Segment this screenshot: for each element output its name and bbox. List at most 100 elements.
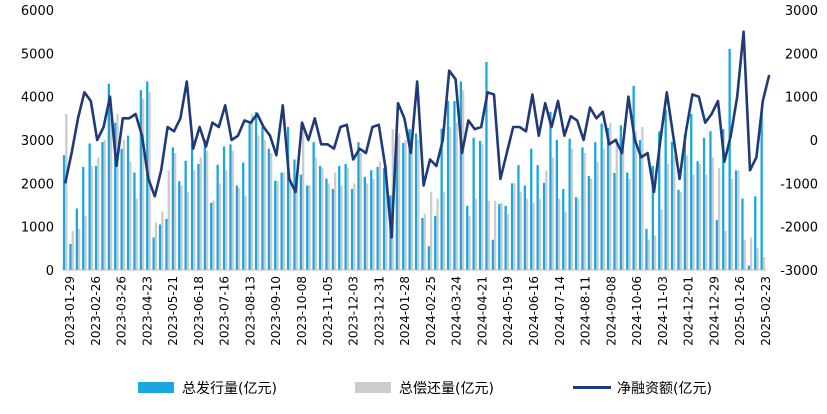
bar-issue xyxy=(549,111,552,270)
bar-repay xyxy=(302,122,305,270)
bar-repay xyxy=(110,118,113,270)
bar-issue xyxy=(178,181,181,270)
x-tick-label: 2023-06-18 xyxy=(192,276,206,346)
bar-repay xyxy=(78,228,81,270)
bar-repay xyxy=(545,170,548,270)
x-tick-label: 2025-02-23 xyxy=(759,276,773,346)
bar-issue xyxy=(683,134,686,270)
bar-issue xyxy=(101,142,104,270)
bar-issue xyxy=(222,146,226,270)
x-tick-label: 2024-03-24 xyxy=(450,276,464,346)
bar-issue xyxy=(600,123,603,270)
bar-issue xyxy=(248,122,251,270)
bar-issue xyxy=(184,160,187,270)
bar-repay xyxy=(135,198,138,270)
x-tick-label: 2023-10-08 xyxy=(295,276,309,346)
bar-issue xyxy=(363,176,366,270)
bar-repay xyxy=(116,114,119,270)
bar-repay xyxy=(161,211,164,270)
bar-repay xyxy=(609,122,612,270)
bar-issue xyxy=(395,135,398,270)
bar-repay xyxy=(378,161,382,270)
bar-issue xyxy=(120,148,123,270)
x-tick-label: 2024-04-21 xyxy=(475,276,489,346)
bar-issue xyxy=(760,111,763,270)
bar-repay xyxy=(526,198,529,270)
bar-repay xyxy=(602,148,606,270)
y-tick-right: -2000 xyxy=(780,221,818,236)
y-tick-left: 2000 xyxy=(21,177,54,192)
bar-repay xyxy=(340,185,343,270)
bar-issue xyxy=(536,165,539,270)
bar-issue xyxy=(747,265,750,270)
x-tick-label: 2025-01-26 xyxy=(733,276,747,346)
bar-repay xyxy=(218,183,222,270)
bar-issue xyxy=(414,133,418,270)
bar-issue xyxy=(203,140,206,270)
bar-repay xyxy=(295,183,298,270)
bar-issue xyxy=(664,109,667,270)
y-tick-left: 4000 xyxy=(21,91,54,106)
bar-repay xyxy=(423,213,426,270)
bar-repay xyxy=(65,114,68,270)
bar-issue xyxy=(478,140,482,270)
x-tick-label: 2024-10-06 xyxy=(630,276,644,346)
bar-repay xyxy=(238,187,241,270)
bar-issue xyxy=(229,144,232,270)
bar-issue xyxy=(517,165,520,270)
legend-item: 总发行量(亿元) xyxy=(138,381,277,397)
legend-item: 总偿还量(亿元) xyxy=(355,381,494,397)
bar-repay xyxy=(455,122,458,270)
axes-layer: 0 1000 2000 3000 4000 5000 6000 -3000 -2000 -1000… xyxy=(21,4,818,346)
bar-issue xyxy=(139,90,142,270)
x-tick-label: 2024-08-11 xyxy=(579,276,593,346)
bar-repay xyxy=(718,168,721,270)
bar-repay xyxy=(756,248,759,270)
bar-issue xyxy=(459,81,462,270)
x-tick-label: 2023-08-13 xyxy=(243,276,257,346)
bar-repay xyxy=(334,172,337,270)
bar-repay xyxy=(154,222,158,270)
y-tick-right: 0 xyxy=(810,134,818,149)
bar-repay xyxy=(583,153,586,270)
bar-repay xyxy=(410,144,414,270)
bar-repay xyxy=(308,185,311,270)
legend-label: 净融资额(亿元) xyxy=(617,381,712,397)
line-layer xyxy=(63,30,771,239)
bar-issue xyxy=(619,125,622,271)
bar-repay xyxy=(705,174,708,270)
bar-repay xyxy=(628,179,631,270)
bar-issue xyxy=(376,166,379,270)
bar-repay xyxy=(577,198,580,270)
bar-repay xyxy=(180,185,183,270)
x-tick-label: 2023-09-10 xyxy=(269,276,283,346)
x-tick-label: 2023-12-31 xyxy=(372,276,386,346)
bar-issue xyxy=(491,239,494,270)
bar-issue xyxy=(293,159,296,270)
bar-repay xyxy=(730,179,734,270)
x-tick-label: 2023-01-29 xyxy=(63,276,77,346)
bar-issue xyxy=(69,244,72,270)
bar-issue xyxy=(114,122,117,270)
bar-repay xyxy=(206,150,209,270)
legend-item: 净融资额(亿元) xyxy=(573,381,712,397)
bar-repay xyxy=(327,183,330,270)
bar-repay xyxy=(250,114,254,270)
x-tick-label: 2023-02-26 xyxy=(89,276,103,346)
bar-repay xyxy=(532,202,535,270)
bar-issue xyxy=(530,148,533,270)
bar-issue xyxy=(485,62,488,270)
bar-repay xyxy=(564,211,567,270)
bar-repay xyxy=(737,170,740,270)
legend-swatch xyxy=(138,382,174,393)
x-tick-label: 2024-02-25 xyxy=(424,276,438,346)
y-tick-right: 3000 xyxy=(785,4,818,19)
bar-repay xyxy=(212,200,215,270)
bar-issue xyxy=(261,127,264,270)
bar-repay xyxy=(276,181,279,270)
bar-issue xyxy=(299,174,302,270)
bar-repay xyxy=(673,155,676,270)
x-tick-label: 2024-07-14 xyxy=(553,276,567,346)
bar-repay xyxy=(724,231,727,270)
